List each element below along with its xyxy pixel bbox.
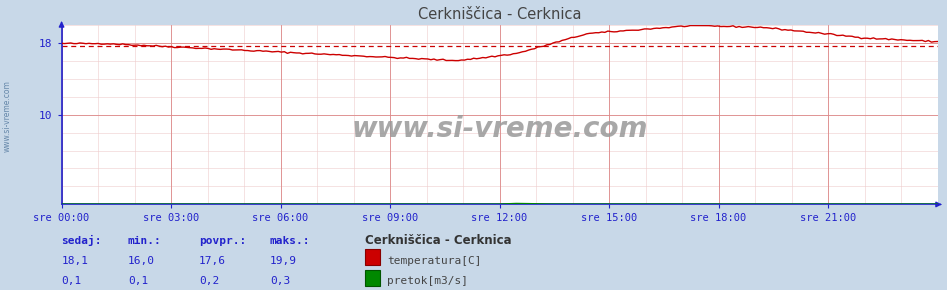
Text: pretok[m3/s]: pretok[m3/s]: [387, 276, 469, 286]
Text: 16,0: 16,0: [128, 256, 155, 266]
Text: temperatura[C]: temperatura[C]: [387, 256, 482, 266]
Text: sedaj:: sedaj:: [62, 235, 102, 246]
Title: Cerkniščica - Cerknica: Cerkniščica - Cerknica: [418, 7, 581, 22]
Text: povpr.:: povpr.:: [199, 235, 246, 246]
Text: 18,1: 18,1: [62, 256, 89, 266]
Text: min.:: min.:: [128, 235, 162, 246]
Text: 0,1: 0,1: [62, 276, 81, 286]
Text: 0,1: 0,1: [128, 276, 148, 286]
Text: 0,3: 0,3: [270, 276, 290, 286]
Text: Cerkniščica - Cerknica: Cerkniščica - Cerknica: [365, 234, 511, 246]
Text: www.si-vreme.com: www.si-vreme.com: [351, 115, 648, 143]
Text: www.si-vreme.com: www.si-vreme.com: [3, 80, 12, 152]
Text: maks.:: maks.:: [270, 235, 311, 246]
Text: 19,9: 19,9: [270, 256, 297, 266]
Text: 0,2: 0,2: [199, 276, 219, 286]
Text: 17,6: 17,6: [199, 256, 226, 266]
